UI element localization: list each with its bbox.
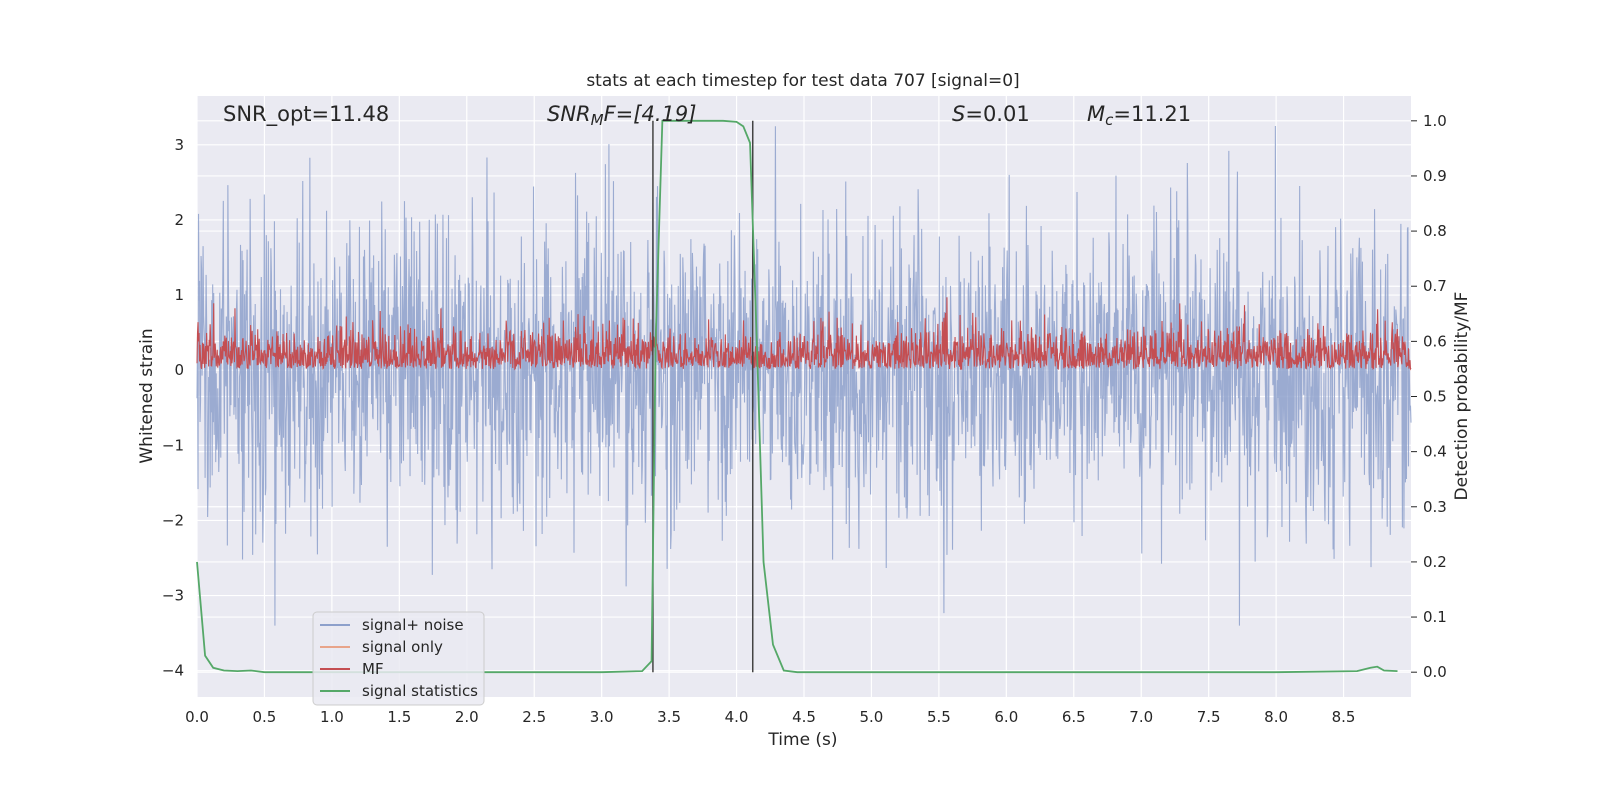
legend-label-mf: MF: [362, 660, 384, 678]
annotation-s: S=0.01: [952, 102, 1030, 126]
legend-box: [312, 611, 485, 706]
x-tick-label: 3.0: [590, 708, 614, 726]
x-tick-label: 0.0: [185, 708, 209, 726]
y-tick-label: −4: [162, 662, 184, 680]
x-tick-label: 0.5: [253, 708, 277, 726]
y-right-tick-label: 0.1: [1423, 608, 1447, 626]
y-tick-label: −1: [162, 436, 184, 454]
chart-title: stats at each timestep for test data 707…: [586, 71, 1019, 91]
mf-series: [196, 297, 1412, 371]
x-tick-label: 7.5: [1197, 708, 1221, 726]
y-right-tick-label: 0.3: [1423, 498, 1447, 516]
y-right-tick-label: 0.5: [1423, 388, 1447, 406]
signal-statistics-line: [196, 119, 1398, 674]
annotation-snr-opt: SNR_opt=11.48: [223, 102, 389, 127]
x-tick-label: 3.5: [657, 708, 681, 726]
mf-line: [196, 297, 1412, 371]
y-right-tick-label: 0.0: [1423, 663, 1447, 681]
legend-label-signal-statistics: signal statistics: [362, 682, 478, 700]
x-tick-label: 6.0: [994, 708, 1018, 726]
x-tick-label: 4.0: [725, 708, 749, 726]
x-tick-label: 2.0: [455, 708, 479, 726]
y-tick-label: 2: [174, 211, 184, 229]
y-tick-label: 0: [174, 361, 184, 379]
y-right-axis-label: Detection probability/MF: [1452, 292, 1472, 501]
legend-label-signal-noise: signal+ noise: [362, 616, 464, 634]
x-axis-label: Time (s): [767, 730, 837, 750]
y-tick-label: −2: [162, 511, 184, 529]
x-ticks: 0.0 0.5 1.0 1.5 2.0 2.5 3.0 3.5 4.0 4.5 5.0 5.5 6.0 6…: [185, 708, 1355, 726]
y-tick-label: 1: [174, 286, 184, 304]
x-tick-label: 4.5: [792, 708, 816, 726]
y-right-tick-label: 1.0: [1423, 112, 1447, 130]
y-right-tick-label: 0.4: [1423, 443, 1447, 461]
annotation-snr-mf: SNRMF=[4.19]: [547, 102, 696, 129]
y-right-tick-label: 0.7: [1423, 277, 1447, 295]
x-tick-label: 5.5: [927, 708, 951, 726]
annotation-mc: Mc=11.21: [1087, 102, 1191, 129]
legend: signal+ noise signal only MF signal stat…: [312, 611, 485, 706]
y-right-tick-label: 0.6: [1423, 332, 1447, 350]
x-tick-label: 2.5: [522, 708, 546, 726]
y-right-tick-label: 0.9: [1423, 167, 1447, 185]
x-tick-label: 1.5: [387, 708, 411, 726]
y-tick-label: −3: [162, 587, 184, 605]
y-right-ticks: 1.0 0.9 0.8 0.7 0.6 0.5 0.4 0.3 0.2 0.1 0.0: [1411, 112, 1447, 681]
x-tick-label: 7.0: [1129, 708, 1153, 726]
signal-statistics-series: [196, 119, 1398, 674]
legend-label-signal-only: signal only: [362, 638, 443, 656]
x-tick-label: 5.0: [860, 708, 884, 726]
x-tick-label: 1.0: [320, 708, 344, 726]
x-tick-label: 8.0: [1264, 708, 1288, 726]
x-tick-label: 6.5: [1062, 708, 1086, 726]
y-right-tick-label: 0.8: [1423, 222, 1447, 240]
y-axis-label: Whitened strain: [137, 328, 157, 463]
y-ticks: 3 2 1 0 −1 −2 −3 −4: [162, 136, 184, 680]
y-tick-label: 3: [174, 136, 184, 154]
y-right-tick-label: 0.2: [1423, 553, 1447, 571]
x-tick-label: 8.5: [1332, 708, 1356, 726]
